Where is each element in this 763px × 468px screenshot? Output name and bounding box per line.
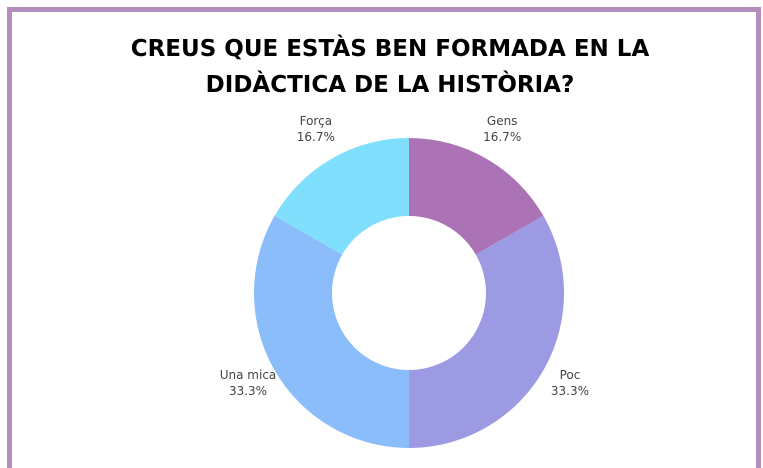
slice-name: Gens [487,114,518,128]
donut-slice [253,215,409,448]
slice-name: Poc [560,368,581,382]
slice-value: 33.3% [229,384,267,398]
slice-value: 16.7% [483,130,521,144]
donut-slice [274,138,409,255]
slice-value: 16.7% [297,130,335,144]
chart-title: CREUS QUE ESTÀS BEN FORMADA EN LA [131,34,650,62]
chart-title: DIDÀCTICA DE LA HISTÒRIA? [206,70,575,98]
frame [7,7,761,468]
donut-slice [409,138,544,255]
slice-name: Força [300,114,332,128]
slice-value: 33.3% [551,384,589,398]
slice-name: Una mica [220,368,277,382]
donut-slice [409,215,564,448]
